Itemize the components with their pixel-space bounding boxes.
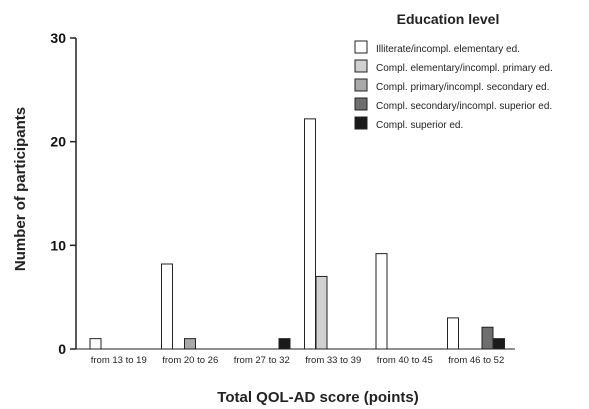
y-tick-label: 10 [50, 237, 66, 253]
legend-label: Compl. superior ed. [376, 120, 463, 131]
bar [375, 253, 388, 350]
legend-swatch [354, 97, 368, 111]
x-axis-title: Total QOL-AD score (points) [217, 389, 418, 406]
bar [89, 338, 102, 350]
legend-swatch [354, 40, 368, 54]
bar [447, 317, 459, 350]
legend-swatch [354, 59, 368, 73]
bars [89, 118, 505, 350]
x-tick-label: from 20 to 26 [162, 355, 218, 366]
y-axis-title: Number of participants [12, 107, 29, 271]
bar [278, 338, 291, 350]
y-ticks: 0 10 20 30 [50, 30, 76, 357]
legend-label: Compl. elementary/incompl. primary ed. [376, 63, 553, 74]
bar [493, 338, 505, 350]
x-tick-label: from 33 to 39 [305, 355, 361, 366]
x-tick-label: from 40 to 45 [377, 355, 433, 366]
legend-swatch [354, 78, 368, 92]
legend-label: Compl. primary/incompl. secondary ed. [376, 82, 549, 93]
bar [184, 338, 196, 350]
x-tick-label: from 27 to 32 [234, 355, 290, 366]
x-tick-labels: from 13 to 19 from 20 to 26 from 27 to 32 f… [91, 355, 504, 366]
x-tick-label: from 46 to 52 [448, 355, 504, 366]
bar [315, 275, 328, 350]
bar [304, 118, 316, 350]
y-tick-label: 0 [58, 341, 66, 357]
legend-swatch [354, 116, 368, 130]
x-tick-label: from 13 to 19 [91, 355, 147, 366]
legend-label: Illiterate/incompl. elementary ed. [376, 44, 520, 55]
legend: Education level Illiterate/incompl. elem… [354, 11, 553, 131]
y-tick-label: 20 [50, 134, 66, 150]
legend-label: Compl. secondary/incompl. superior ed. [376, 101, 552, 112]
bar [481, 326, 494, 350]
legend-title: Education level [397, 11, 500, 27]
y-tick-label: 30 [50, 30, 66, 46]
bar [161, 263, 173, 350]
